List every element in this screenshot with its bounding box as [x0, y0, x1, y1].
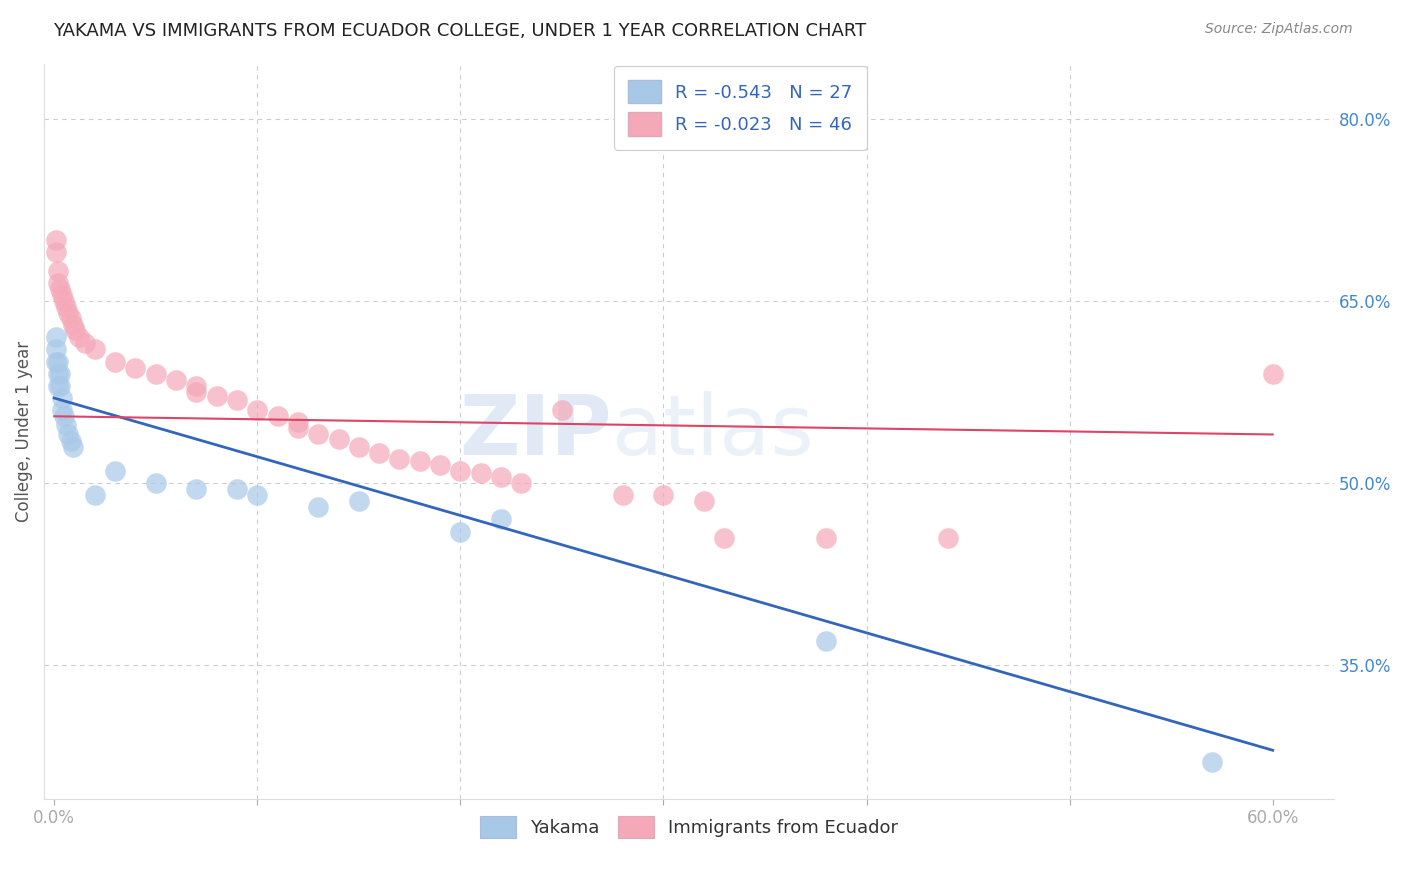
Point [46, 276, 69, 290]
Point [307, 427, 329, 442]
Point [49, 379, 72, 393]
Point [46, 263, 69, 277]
Point [449, 524, 471, 539]
Point [328, 433, 350, 447]
Legend: Yakama, Immigrants from Ecuador: Yakama, Immigrants from Ecuador [472, 808, 905, 845]
Point [51, 403, 73, 417]
Point [51, 391, 73, 405]
Point [266, 409, 288, 424]
Point [226, 393, 249, 408]
Point [62, 440, 84, 454]
Point [53, 409, 76, 424]
Point [58, 427, 80, 442]
Point [409, 454, 432, 468]
Point [53, 293, 76, 308]
Point [551, 403, 574, 417]
Point [124, 360, 146, 375]
Point [186, 482, 208, 496]
Point [287, 415, 309, 429]
Point [55, 417, 77, 432]
Point [51, 288, 73, 302]
Point [45, 245, 67, 260]
Point [470, 467, 492, 481]
Point [713, 531, 735, 545]
Point [46, 379, 69, 393]
Point [145, 367, 167, 381]
Point [104, 464, 127, 478]
Point [62, 318, 84, 333]
Point [1201, 756, 1223, 770]
Text: Source: ZipAtlas.com: Source: ZipAtlas.com [1205, 22, 1353, 37]
Point [83, 343, 105, 357]
Point [49, 367, 72, 381]
Point [347, 440, 370, 454]
Point [59, 310, 82, 325]
Point [46, 354, 69, 368]
Point [45, 233, 67, 247]
Point [388, 451, 411, 466]
Point [307, 500, 329, 515]
Text: ZIP: ZIP [458, 391, 612, 472]
Point [45, 343, 67, 357]
Point [368, 446, 391, 460]
Point [814, 531, 837, 545]
Point [510, 476, 533, 491]
Point [45, 354, 67, 368]
Point [347, 494, 370, 508]
Text: atlas: atlas [612, 391, 813, 472]
Point [83, 488, 105, 502]
Point [73, 336, 96, 351]
Text: YAKAMA VS IMMIGRANTS FROM ECUADOR COLLEGE, UNDER 1 YEAR CORRELATION CHART: YAKAMA VS IMMIGRANTS FROM ECUADOR COLLEG… [53, 22, 866, 40]
Point [693, 494, 716, 508]
Point [59, 434, 82, 448]
Point [186, 384, 208, 399]
Point [449, 464, 471, 478]
Point [429, 458, 451, 472]
Point [489, 512, 512, 526]
Point [246, 488, 269, 502]
Point [936, 531, 959, 545]
Point [489, 470, 512, 484]
Point [58, 306, 80, 320]
Point [814, 634, 837, 648]
Point [186, 379, 208, 393]
Point [104, 354, 127, 368]
Point [55, 300, 77, 314]
Point [205, 389, 228, 403]
Point [165, 373, 187, 387]
Point [652, 488, 675, 502]
Point [67, 330, 90, 344]
Point [612, 488, 634, 502]
Point [45, 330, 67, 344]
Point [49, 282, 72, 296]
Point [1261, 367, 1284, 381]
Y-axis label: College, Under 1 year: College, Under 1 year [15, 341, 32, 522]
Point [145, 476, 167, 491]
Point [63, 323, 86, 337]
Point [46, 367, 69, 381]
Point [287, 421, 309, 435]
Point [226, 482, 249, 496]
Point [246, 403, 269, 417]
